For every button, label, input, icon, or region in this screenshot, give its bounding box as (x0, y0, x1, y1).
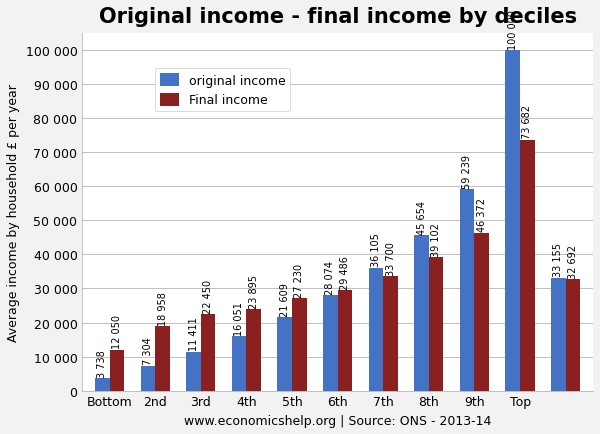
Text: 73 682: 73 682 (523, 105, 532, 139)
Bar (292, 298, 307, 391)
Text: 32 692: 32 692 (568, 244, 578, 278)
Text: 100 000: 100 000 (508, 10, 518, 49)
Text: 23 895: 23 895 (249, 274, 259, 308)
Bar (277, 317, 292, 391)
Text: 21 609: 21 609 (280, 282, 290, 316)
Bar (475, 233, 489, 391)
Title: Original income - final income by deciles: Original income - final income by decile… (98, 7, 577, 27)
Bar (323, 296, 338, 391)
Text: 22 450: 22 450 (203, 279, 213, 313)
Text: 7 304: 7 304 (143, 337, 153, 365)
Text: 27 230: 27 230 (295, 263, 304, 297)
Legend: original income, Final income: original income, Final income (155, 69, 290, 112)
Bar (429, 258, 443, 391)
Bar (155, 326, 170, 391)
Bar (414, 236, 429, 391)
Bar (232, 336, 247, 391)
Bar (368, 268, 383, 391)
Bar (566, 279, 580, 391)
Bar (140, 366, 155, 391)
Bar (383, 276, 398, 391)
Text: 29 486: 29 486 (340, 255, 350, 289)
Bar (460, 190, 475, 391)
Text: 16 051: 16 051 (234, 301, 244, 335)
Text: 46 372: 46 372 (477, 198, 487, 232)
Text: 33 155: 33 155 (553, 243, 563, 277)
Text: 36 105: 36 105 (371, 233, 381, 267)
Y-axis label: Average income by household £ per year: Average income by household £ per year (7, 84, 20, 341)
Bar (201, 315, 215, 391)
Text: 18 958: 18 958 (158, 291, 167, 325)
Bar (110, 350, 124, 391)
Bar (95, 378, 110, 391)
Bar (338, 290, 352, 391)
Bar (551, 278, 566, 391)
Text: 39 102: 39 102 (431, 223, 441, 256)
Bar (505, 51, 520, 391)
Text: 45 654: 45 654 (416, 201, 427, 234)
Bar (186, 352, 201, 391)
Text: 11 411: 11 411 (188, 317, 199, 351)
Bar (520, 140, 535, 391)
Bar (247, 309, 261, 391)
Text: 12 050: 12 050 (112, 315, 122, 349)
Text: 3 738: 3 738 (97, 349, 107, 377)
Text: 33 700: 33 700 (386, 241, 395, 275)
Text: 28 074: 28 074 (325, 260, 335, 294)
Text: 59 239: 59 239 (462, 154, 472, 188)
X-axis label: www.economicshelp.org | Source: ONS - 2013-14: www.economicshelp.org | Source: ONS - 20… (184, 414, 491, 427)
